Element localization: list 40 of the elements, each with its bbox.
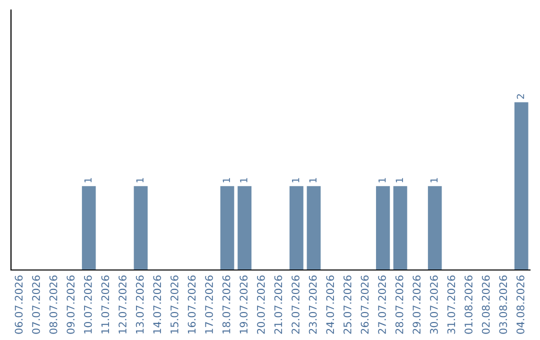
data-label: 1 [396, 178, 403, 182]
x-tick-label: 20.07.2026 [256, 276, 265, 334]
data-label: 1 [292, 178, 300, 182]
x-tick-label: 19.07.2026 [240, 276, 248, 334]
x-tick-label: 21.07.2026 [274, 276, 282, 334]
x-tick-label: 23.07.2026 [308, 276, 317, 334]
data-label: 1 [222, 178, 230, 182]
data-label: 1 [136, 178, 144, 182]
x-tick-label: 09.07.2026 [66, 276, 75, 334]
x-tick-label: 25.07.2026 [343, 276, 352, 334]
x-tick-label: 10.07.2026 [84, 276, 92, 334]
data-label: 1 [309, 178, 316, 182]
x-tick-label: 22.07.2026 [292, 276, 300, 334]
x-tick-label: 13.07.2026 [136, 276, 144, 334]
data-label: 2 [516, 94, 524, 99]
x-tick-label: 26.07.2026 [360, 276, 369, 334]
x-tick-label: 24.07.2026 [326, 276, 334, 334]
x-tick-label: 06.07.2026 [14, 276, 23, 334]
x-tick-label: 07.07.2026 [32, 276, 40, 334]
x-tick-label: 12.07.2026 [118, 276, 126, 334]
data-label: 1 [240, 178, 248, 182]
data-label: 1 [378, 178, 386, 182]
data-label: 1 [430, 178, 438, 182]
x-tick-label: 04.08.2026 [516, 276, 524, 334]
x-tick-label: 01.08.2026 [464, 276, 472, 334]
x-tick-label: 03.08.2026 [499, 276, 508, 334]
x-tick-label: 08.07.2026 [49, 276, 58, 334]
x-tick-label: 18.07.2026 [222, 276, 230, 334]
x-tick-label: 02.08.2026 [482, 276, 490, 334]
x-tick-label: 17.07.2026 [205, 276, 213, 334]
x-tick-label: 29.07.2026 [412, 276, 421, 334]
x-tick-label: 31.07.2026 [447, 276, 456, 334]
x-tick-label: 15.07.2026 [170, 276, 178, 334]
x-tick-label: 14.07.2026 [153, 276, 162, 334]
x-tick-label: 16.07.2026 [188, 276, 196, 334]
x-tick-label: 30.07.2026 [430, 276, 438, 334]
x-tick-label: 27.07.2026 [378, 276, 386, 334]
x-tick-label: 11.07.2026 [101, 276, 110, 334]
data-label: 1 [84, 178, 92, 182]
x-tick-label: 28.07.2026 [395, 276, 404, 334]
